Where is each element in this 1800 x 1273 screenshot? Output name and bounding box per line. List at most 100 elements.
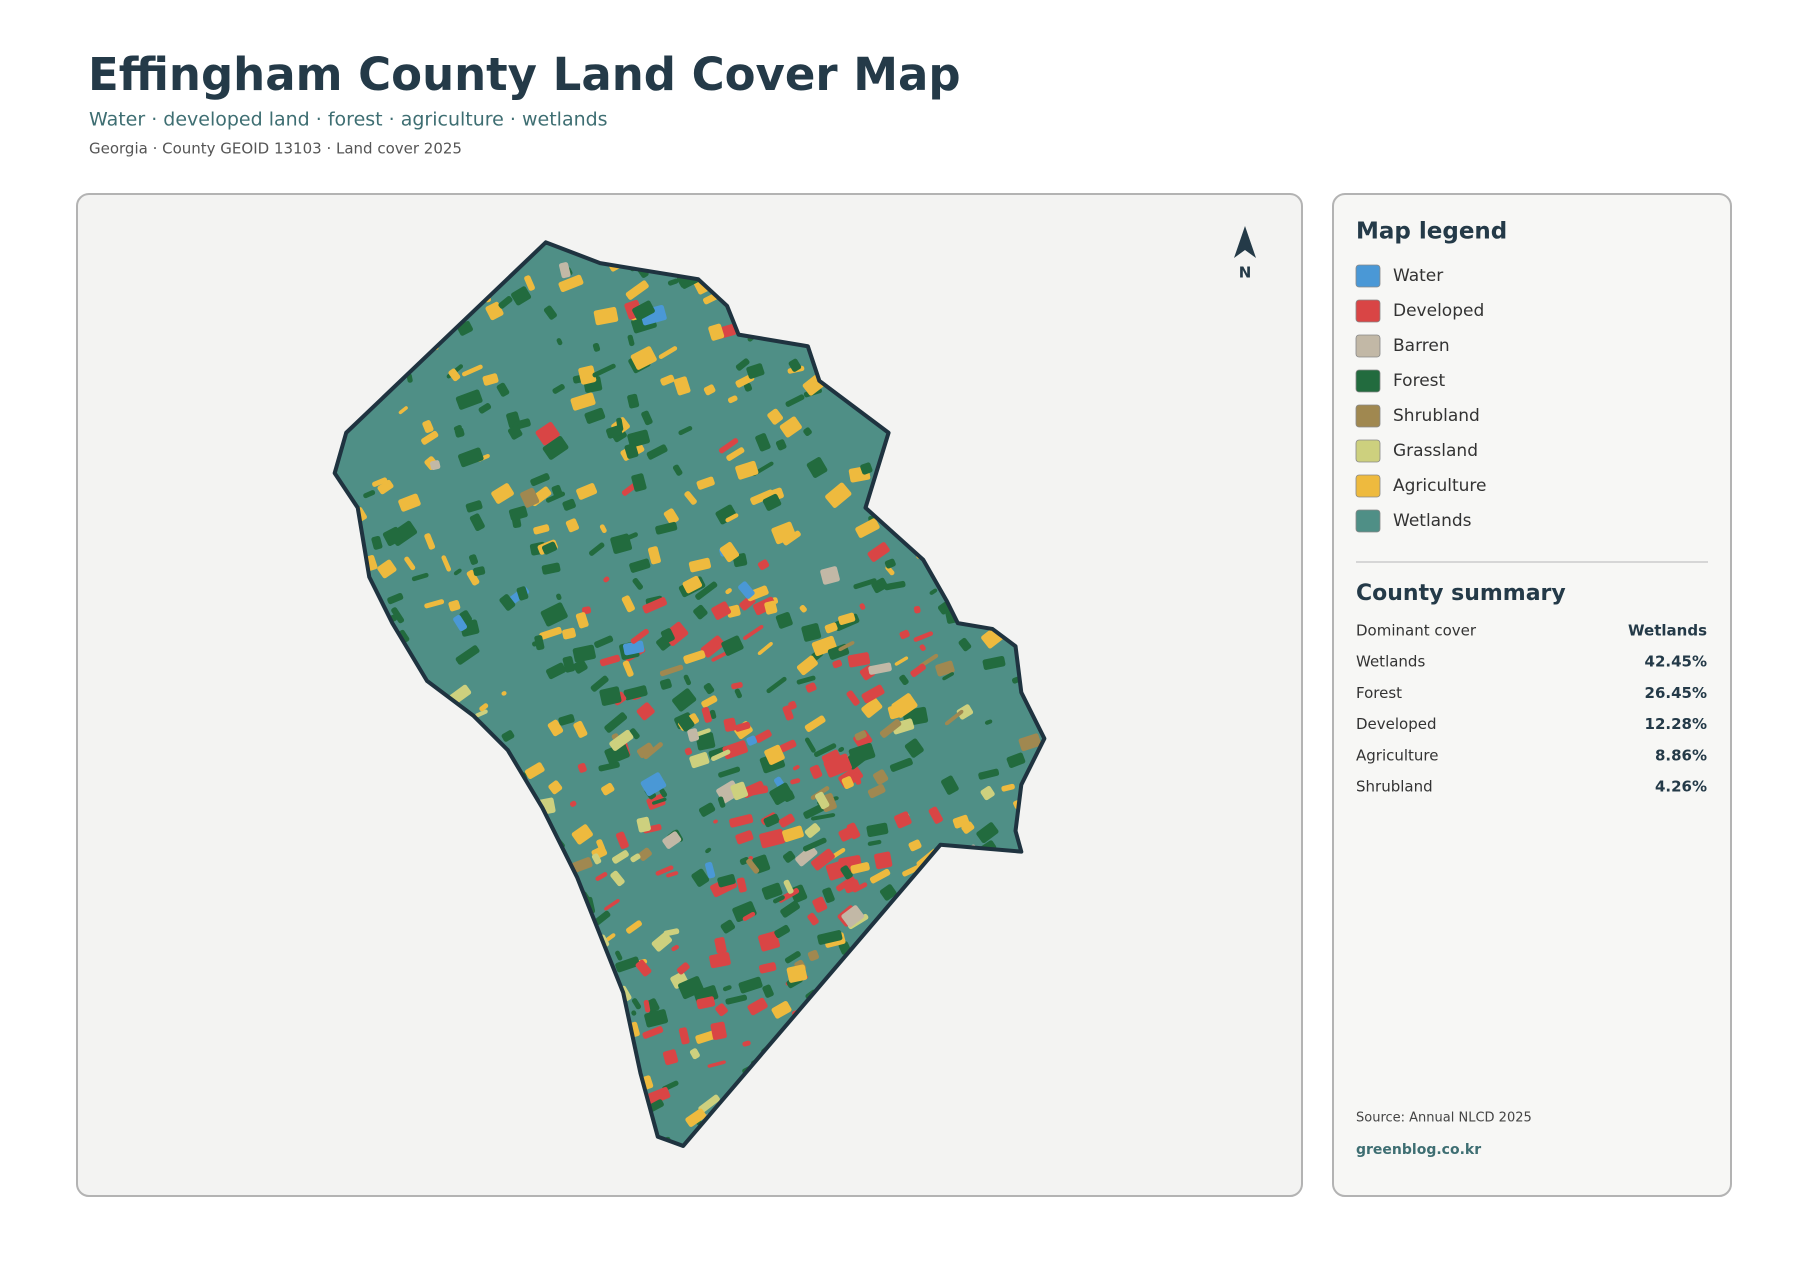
summary-label: Wetlands: [1356, 653, 1425, 671]
land-patch: [556, 593, 562, 601]
land-patch: [647, 546, 661, 565]
land-patch: [455, 645, 480, 665]
land-patch: [520, 487, 540, 508]
land-patch: [685, 1108, 707, 1127]
legend-swatch: [1355, 369, 1381, 393]
credit: greenblog.co.kr: [1356, 1142, 1481, 1158]
land-patch: [689, 1048, 700, 1060]
land-patch: [803, 427, 812, 437]
land-patch: [734, 688, 742, 699]
land-patch: [769, 782, 794, 806]
land-patch: [363, 490, 376, 499]
land-patch: [636, 742, 655, 759]
land-patch: [377, 559, 397, 579]
land-patch: [546, 662, 566, 680]
land-patch: [708, 323, 725, 341]
land-patch: [610, 870, 625, 887]
summary-label: Forest: [1356, 684, 1402, 702]
legend-label: Agriculture: [1393, 476, 1487, 496]
land-patch: [782, 850, 796, 863]
land-patch: [534, 635, 545, 651]
land-patch: [838, 641, 855, 652]
land-patch: [533, 524, 550, 535]
land-patch: [635, 959, 652, 977]
land-patch: [764, 600, 778, 615]
land-patch: [908, 839, 922, 852]
land-patch: [496, 382, 510, 397]
land-patch: [604, 712, 628, 733]
land-patch: [894, 811, 912, 829]
land-patch: [516, 586, 529, 601]
land-patch: [448, 368, 461, 382]
land-patch: [455, 389, 483, 410]
land-patch: [717, 873, 736, 888]
land-patch: [621, 595, 635, 613]
legend-swatch: [1355, 509, 1381, 533]
land-patch: [735, 358, 750, 371]
land-patch: [541, 562, 561, 575]
land-patch: [672, 464, 683, 476]
land-patch: [846, 690, 860, 706]
land-patch: [703, 682, 715, 695]
summary-label: Shrubland: [1356, 778, 1433, 796]
land-patch: [698, 1094, 720, 1114]
legend-label: Wetlands: [1393, 511, 1472, 531]
legend-label: Barren: [1393, 336, 1450, 356]
land-patch: [942, 672, 955, 681]
land-patch: [658, 346, 678, 359]
land-patch: [978, 768, 1000, 780]
land-patch: [761, 882, 783, 900]
land-patch: [631, 473, 647, 492]
land-patch: [562, 655, 575, 673]
land-patch: [982, 655, 1006, 670]
land-patch: [757, 642, 773, 656]
land-patch: [720, 919, 736, 934]
land-patch: [478, 403, 492, 414]
land-patch: [559, 262, 571, 279]
land-patch: [783, 879, 794, 894]
land-patch: [651, 932, 673, 952]
land-patch: [652, 797, 667, 805]
land-patch: [727, 395, 738, 404]
legend-swatch: [1355, 404, 1381, 428]
land-patch: [424, 599, 445, 609]
land-patch: [726, 447, 745, 461]
legend-swatch: [1355, 334, 1381, 358]
land-patch: [372, 477, 388, 487]
land-patch: [1001, 783, 1015, 792]
land-patch: [511, 286, 532, 306]
land-patch: [747, 997, 768, 1016]
land-patch: [705, 847, 712, 854]
land-patch: [763, 813, 780, 828]
land-patch: [796, 655, 818, 676]
land-patch: [715, 1003, 728, 1017]
land-patch: [691, 868, 710, 887]
summary-value: 12.28%: [1645, 715, 1707, 733]
land-patch: [806, 457, 828, 478]
land-patch: [541, 541, 558, 555]
land-patch: [539, 626, 562, 640]
land-patch: [824, 622, 838, 634]
legend-label: Water: [1393, 266, 1443, 286]
land-patch: [812, 896, 828, 913]
legend-items: Water Developed Barren Forest Shrubland Grass…: [1355, 264, 1487, 533]
land-patch: [398, 493, 421, 512]
land-patch: [731, 682, 743, 690]
land-patch: [629, 558, 651, 573]
land-patch: [961, 821, 975, 834]
land-patch: [866, 822, 889, 837]
land-patch: [571, 824, 593, 845]
land-patch: [735, 830, 754, 845]
land-patch: [838, 612, 856, 626]
land-patch: [565, 518, 580, 533]
land-patch: [807, 912, 819, 926]
land-patch: [660, 374, 675, 386]
land-patch: [596, 839, 605, 851]
land-patch: [846, 822, 861, 840]
land-patch: [398, 406, 408, 415]
land-patch: [778, 813, 795, 828]
land-patch: [468, 554, 479, 565]
title: Effingham County Land Cover Map: [88, 48, 961, 101]
land-patch: [853, 772, 862, 785]
land-patch: [713, 819, 718, 824]
